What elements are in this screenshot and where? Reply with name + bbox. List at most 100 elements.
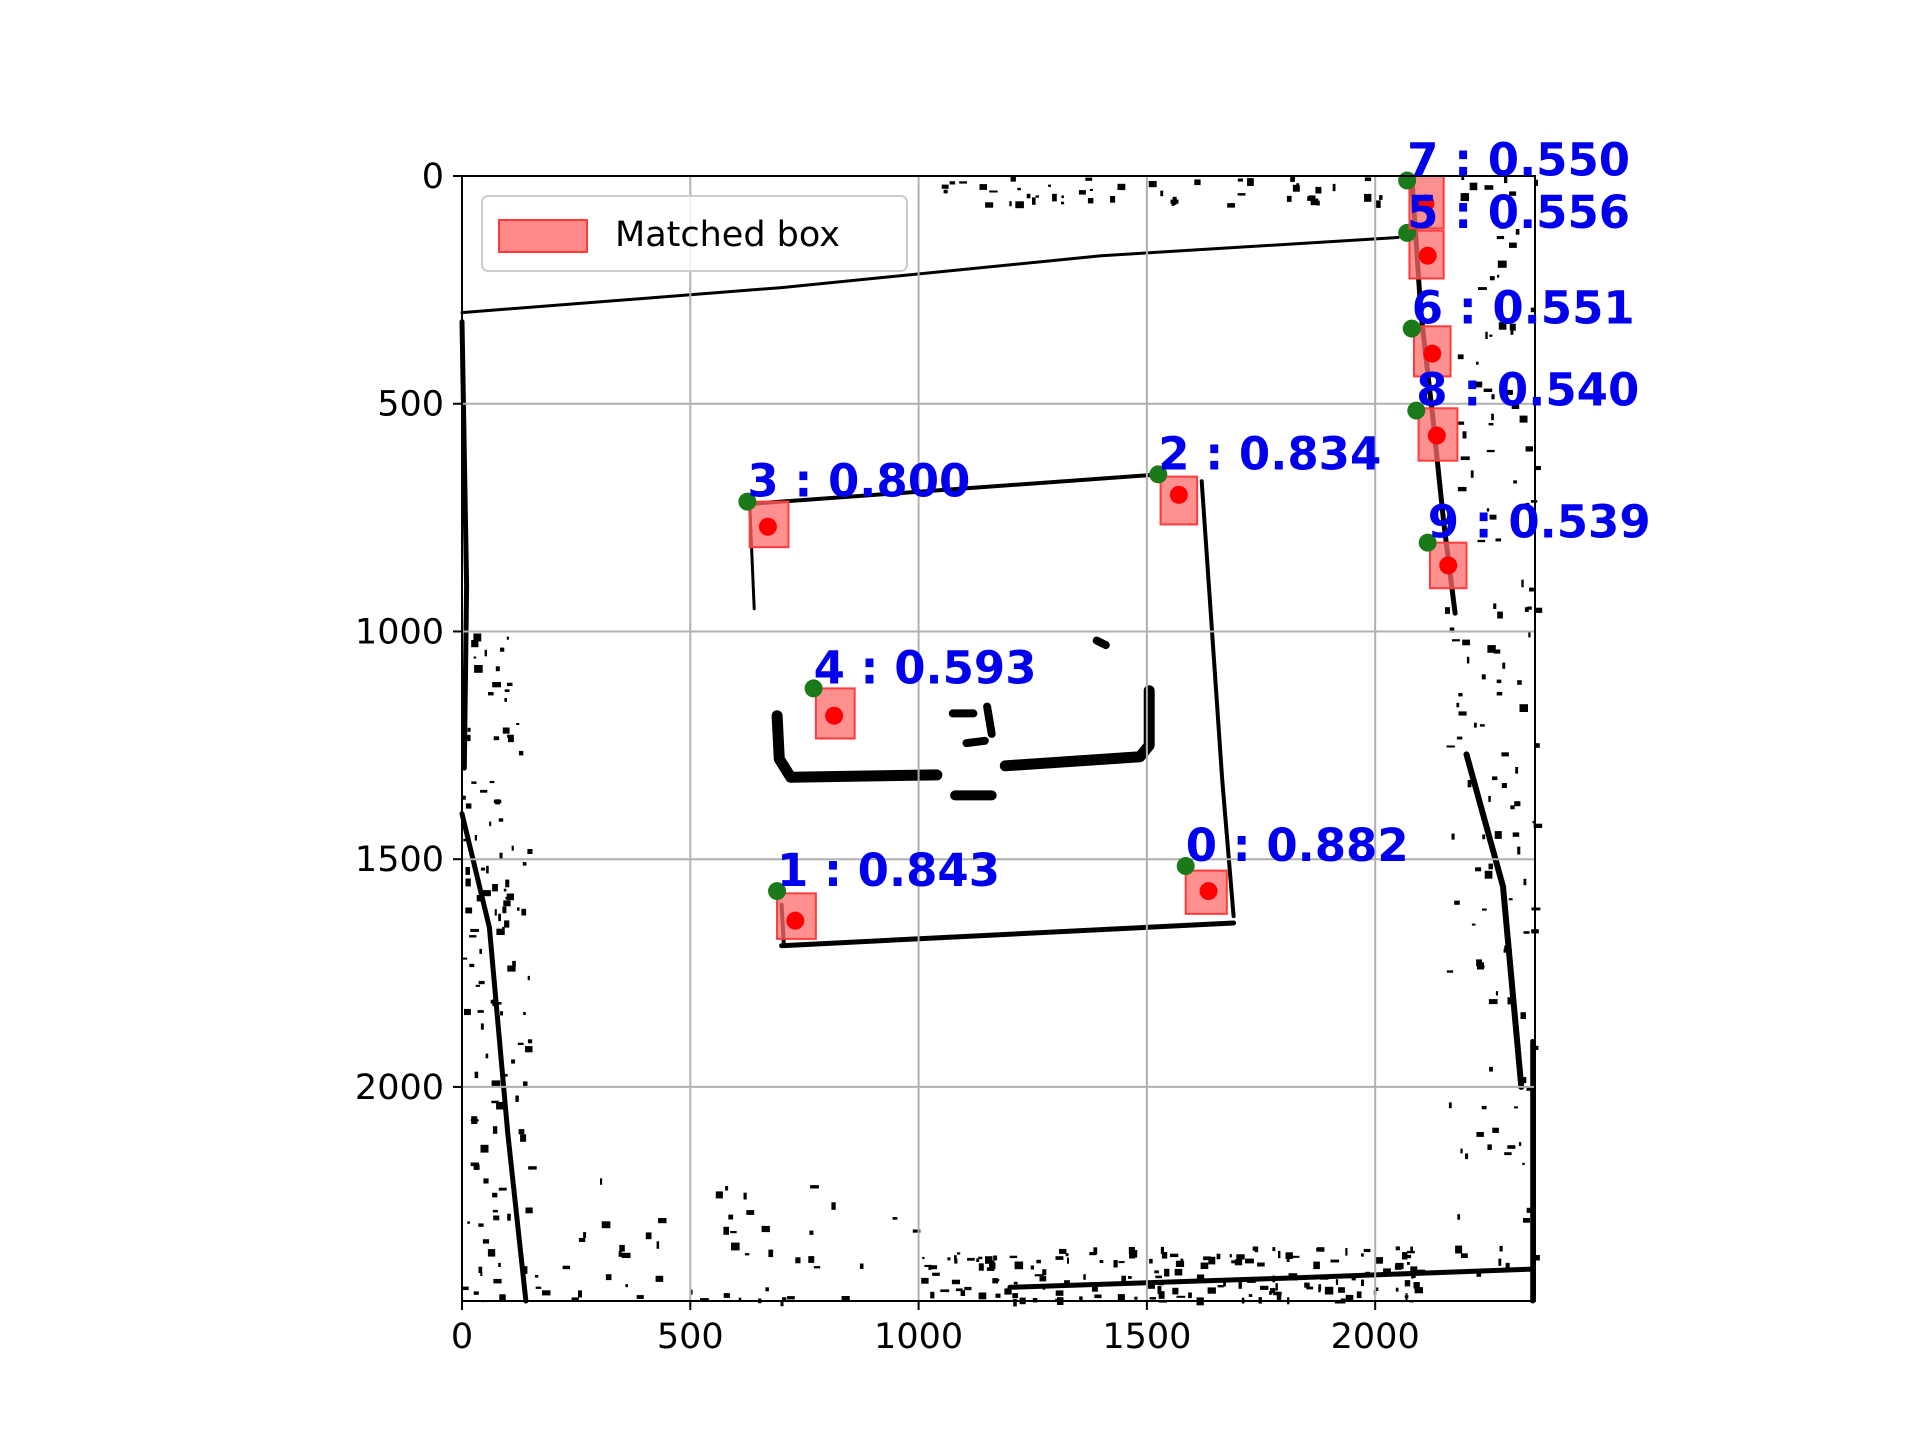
grid-lines [462,176,1535,1301]
map-speck [488,692,494,696]
map-speck [625,1284,628,1288]
map-speck [1481,1105,1487,1110]
map-speck [1475,867,1482,872]
map-speck [1517,394,1521,399]
match-center-point [1427,426,1446,445]
map-speck [474,835,477,841]
map-speck [1307,196,1313,201]
map-speck [480,867,486,871]
map-speck [967,1257,975,1261]
map-speck [483,1178,489,1184]
map-speck [1034,1274,1044,1277]
map-speck [535,1286,542,1289]
map-speck [1476,361,1479,365]
match-center-point [1439,556,1458,575]
map-speck [1503,948,1512,953]
map-speck [463,734,471,742]
map-speck [1188,1292,1192,1299]
map-speck [1460,1148,1463,1154]
map-speck [795,1257,801,1264]
map-speck [1356,1291,1362,1299]
map-speck [1318,1286,1321,1293]
map-speck [1310,198,1319,206]
map-speck [1134,1250,1138,1258]
map-speck [1529,587,1534,592]
map-speck [1078,190,1086,195]
map-speck [476,895,484,902]
map-speck [512,960,516,967]
map-speck [486,865,489,874]
map-speck [715,1191,723,1199]
map-speck [1509,191,1517,196]
map-speck [504,689,510,692]
map-speck [527,1039,533,1044]
map-speck [465,867,470,875]
map-speck [1017,187,1021,191]
axes-frame [461,175,1536,1302]
map-speck [1247,178,1254,186]
map-speck [1512,832,1520,837]
match-score-label: 8 : 0.540 [1416,364,1639,417]
map-speck [478,1223,484,1227]
map-speck [600,1178,603,1185]
match-corner-point [738,492,757,511]
map-speck [992,1278,999,1284]
map-speck [989,1262,996,1269]
map-speck [571,1297,579,1301]
map-speck [469,851,473,856]
map-speck [1129,1252,1136,1259]
map-speck [930,1291,935,1299]
map-speck [1482,908,1487,911]
map-speck [1496,691,1503,696]
map-speck [500,1011,503,1016]
map-speck [723,1226,729,1235]
map-speck [1175,1260,1185,1267]
map-speck [1496,236,1505,240]
map-speck [1304,1282,1310,1288]
map-speck [985,1256,993,1264]
map-speck [478,980,485,985]
map-speck [1272,1275,1276,1283]
map-speck [940,1289,950,1293]
match-center-point [786,911,805,930]
map-speck [1405,1293,1408,1301]
map-speck [1216,1253,1221,1260]
match-labels: 0 : 0.882 1 : 0.843 2 : 0.834 3 : 0.800 4 : … [747,134,1650,898]
map-speck [1405,1254,1412,1258]
map-speck [1489,1066,1493,1072]
map-speck [542,1290,551,1296]
map-speck [1455,1245,1463,1254]
map-speck [1332,183,1336,192]
map-speck [1061,195,1064,199]
map-speck [700,1298,709,1301]
map-speck [924,1264,932,1267]
map-speck [1471,923,1476,926]
map-speck [499,852,503,860]
map-speck [1148,181,1157,188]
map-speck [1525,446,1533,452]
map-speck [1061,201,1065,205]
map-speck [808,1256,815,1263]
y-tick-label: 500 [377,385,444,425]
map-speck [1534,1255,1540,1261]
map-speck [522,1266,528,1274]
map-speck [1413,1282,1420,1289]
map-speck [746,1210,755,1215]
map-speck [1514,801,1521,807]
map-speck [1504,176,1508,184]
map-speck [1505,389,1513,395]
map-speck [1452,639,1460,642]
map-speck [1030,1265,1035,1270]
map-speck [1487,645,1496,653]
map-speck [492,1126,498,1134]
map-speck [493,799,502,804]
match-score-label: 2 : 0.834 [1158,427,1381,480]
map-speck [1492,776,1498,781]
map-speck [1087,198,1094,204]
map-speck [493,1215,500,1221]
map-speck [1154,1270,1159,1274]
map-speck [1121,1275,1126,1283]
map-speck [1477,962,1484,970]
match-score-label: 1 : 0.843 [777,844,1000,897]
matched-box [1428,541,1468,590]
